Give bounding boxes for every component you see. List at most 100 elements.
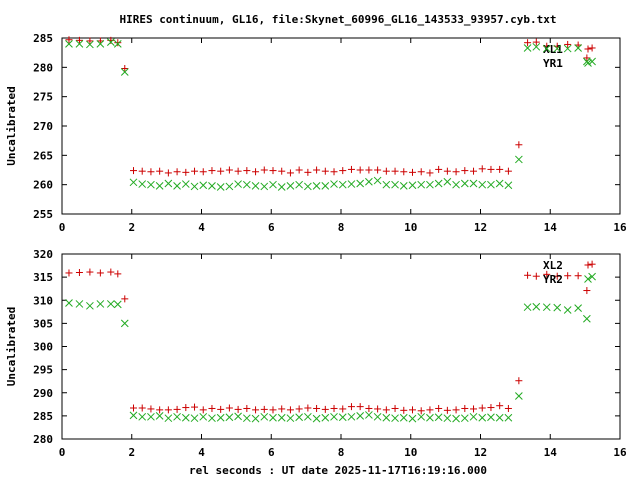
data-point-yr2 [356, 412, 365, 420]
data-point-xl1 [452, 168, 460, 176]
legend-marker [584, 45, 592, 53]
x-tick-label: 14 [544, 446, 558, 459]
data-point-xl1 [217, 167, 225, 175]
data-point-yr1 [106, 38, 115, 46]
data-point-xl1 [417, 168, 425, 176]
data-point-yr1 [269, 180, 277, 189]
data-point-yr1 [129, 178, 138, 187]
data-point-yr1 [234, 180, 242, 188]
legend-marker [584, 59, 592, 67]
data-point-xl2 [96, 269, 104, 277]
data-point-yr2 [138, 412, 147, 421]
data-point-xl2 [564, 272, 572, 280]
data-point-yr1 [330, 180, 338, 188]
data-point-yr1 [478, 180, 487, 189]
data-point-xl2 [164, 406, 172, 414]
data-point-xl2 [269, 406, 277, 414]
data-point-xl1 [347, 165, 355, 173]
data-point-xl2 [295, 405, 303, 413]
data-point-yr2 [164, 414, 173, 423]
data-point-yr1 [321, 181, 330, 190]
y-tick-label: 255 [33, 208, 53, 221]
data-point-yr1 [338, 180, 347, 189]
data-point-yr1 [242, 180, 251, 189]
y-tick-label: 295 [33, 364, 53, 377]
data-point-yr2 [173, 412, 181, 421]
data-point-yr1 [515, 155, 523, 164]
data-point-xl1 [114, 39, 122, 47]
data-point-yr1 [86, 40, 94, 49]
data-point-xl1 [365, 166, 373, 174]
data-point-yr1 [199, 181, 208, 190]
data-point-yr1 [574, 44, 583, 52]
data-point-yr2 [199, 412, 208, 421]
data-point-xl2 [313, 404, 321, 412]
data-point-yr2 [426, 413, 434, 422]
data-point-xl2 [426, 406, 434, 414]
data-point-xl1 [583, 54, 591, 62]
legend-marker [584, 275, 592, 283]
data-point-yr2 [443, 414, 452, 423]
data-point-xl1 [330, 168, 338, 176]
data-point-yr1 [173, 181, 181, 190]
bottom-panel: 0 2 4 6 8 10 12 14 16 280 285 290 295 300 305 310 315 320… [5, 248, 627, 459]
data-point-xl1 [461, 167, 469, 175]
data-point-xl2 [65, 269, 73, 277]
y-tick-label: 270 [33, 120, 53, 133]
data-point-yr1 [208, 181, 216, 190]
data-point-yr1 [495, 179, 504, 188]
legend-marker [584, 261, 592, 269]
x-tick-label: 6 [268, 221, 275, 234]
data-point-xl2 [374, 405, 382, 413]
data-point-yr1 [382, 180, 391, 189]
data-point-yr2 [373, 412, 382, 421]
data-point-yr1 [443, 177, 452, 186]
data-point-xl2 [461, 404, 469, 412]
data-point-xl1 [252, 168, 260, 176]
data-point-yr1 [113, 40, 122, 48]
data-point-xl2 [382, 406, 390, 414]
data-point-yr2 [208, 414, 216, 423]
data-point-yr2 [542, 303, 551, 312]
data-point-xl2 [286, 406, 294, 414]
y-tick-label: 260 [33, 179, 53, 192]
data-point-xl2 [173, 405, 181, 413]
data-point-yr1 [277, 183, 286, 191]
data-point-yr1 [356, 179, 365, 188]
data-point-xl1 [564, 40, 572, 48]
data-point-yr1 [460, 179, 469, 188]
y-tick-label: 265 [33, 149, 53, 162]
data-point-yr1 [286, 181, 295, 190]
x-tick-label: 10 [404, 446, 417, 459]
y-tick-label: 305 [33, 317, 53, 330]
data-point-xl1 [504, 167, 512, 175]
data-point-xl2 [452, 406, 460, 414]
data-point-yr1 [399, 181, 408, 190]
data-point-xl1 [532, 38, 540, 46]
x-tick-label: 14 [544, 221, 558, 234]
data-point-xl1 [515, 141, 523, 149]
data-point-yr1 [147, 180, 155, 189]
data-point-xl2 [252, 406, 260, 414]
data-point-yr2 [251, 414, 260, 423]
legend-label: YR1 [543, 57, 563, 70]
data-point-xl2 [243, 404, 251, 412]
data-point-yr1 [532, 42, 541, 51]
data-point-xl1 [470, 167, 478, 175]
data-point-yr2 [120, 319, 129, 328]
data-point-yr2 [147, 412, 155, 421]
data-point-xl2 [138, 404, 146, 412]
data-point-yr1 [155, 181, 164, 190]
data-point-yr2 [391, 414, 399, 423]
data-point-yr1 [504, 181, 513, 190]
x-tick-label: 12 [474, 221, 487, 234]
y-tick-label: 280 [33, 433, 53, 446]
x-tick-label: 4 [198, 446, 205, 459]
data-point-xl1 [121, 65, 129, 73]
data-point-yr2 [312, 414, 321, 423]
data-point-yr2 [434, 413, 443, 422]
data-point-xl2 [147, 405, 155, 413]
data-point-xl1 [356, 166, 364, 174]
data-point-xl2 [121, 295, 129, 303]
data-point-yr1 [216, 183, 225, 191]
